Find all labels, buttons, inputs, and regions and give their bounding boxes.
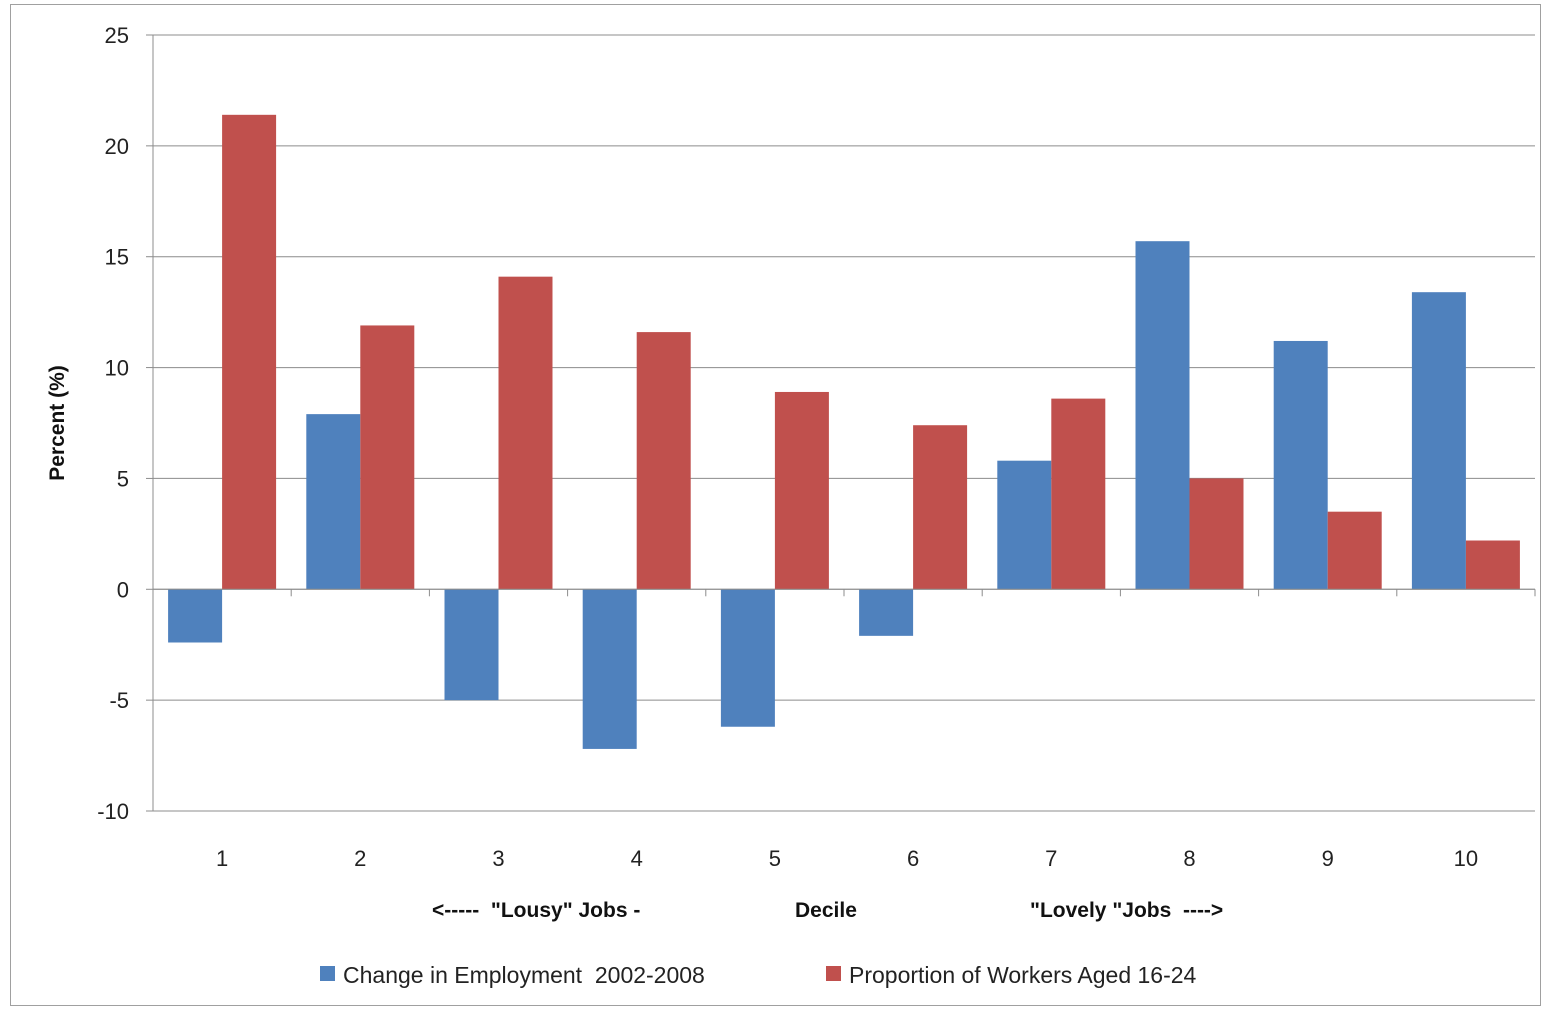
axes [146,34,1536,812]
x-tick-label-7: 7 [1045,846,1057,871]
bar-series2-decile-10 [1465,540,1520,590]
x-tick-labels: 1 2 3 4 5 6 7 8 9 10 [216,846,1478,871]
x-tick-label-4: 4 [631,846,643,871]
legend-item-employment: Change in Employment 2002-2008 [320,962,705,988]
bar-series2-decile-6 [913,425,968,590]
y-tick-label-10: 10 [105,356,129,381]
x-axis-label-lovely: "Lovely "Jobs ----> [1030,899,1223,922]
x-tick-label-10: 10 [1454,846,1478,871]
x-tick-label-9: 9 [1322,846,1334,871]
y-tick-labels: -10 -5 0 5 10 15 20 25 [97,23,129,824]
bar-series2-decile-7 [1051,398,1106,590]
bar-series2-decile-2 [360,325,415,590]
bar-series1-decile-6 [859,589,914,636]
legend-swatch-employment [320,966,335,981]
x-axis-label-lousy: <----- "Lousy" Jobs - [432,899,640,922]
x-tick-label-6: 6 [907,846,919,871]
bar-series1-decile-5 [720,589,775,727]
x-axis-label-decile: Decile [795,899,857,922]
y-tick-label-5: 5 [117,466,129,491]
bar-series2-decile-3 [498,276,553,590]
x-tick-label-5: 5 [769,846,781,871]
bar-series1-decile-2 [306,414,361,590]
bar-series1-decile-3 [444,589,499,701]
bar-series1-decile-10 [1411,292,1466,590]
y-tick-label-15: 15 [105,245,129,270]
x-tick-label-3: 3 [492,846,504,871]
bar-series2-decile-8 [1189,478,1244,590]
bar-series1-decile-7 [997,460,1052,590]
y-tick-label-25: 25 [105,23,129,48]
bar-series1-decile-9 [1273,340,1328,590]
x-tick-label-2: 2 [354,846,366,871]
bar-series2-decile-1 [222,114,277,590]
y-axis-label: Percent (%) [46,365,69,481]
bar-series2-decile-5 [774,391,829,590]
bars [168,114,1520,749]
legend: Change in Employment 2002-2008 Proportio… [320,962,1197,988]
y-tick-label--5: -5 [109,688,129,713]
legend-label-employment: Change in Employment 2002-2008 [343,962,705,988]
y-tick-label--10: -10 [97,799,129,824]
bar-series2-decile-9 [1327,511,1382,590]
bar-series1-decile-8 [1135,241,1190,590]
bar-series2-decile-4 [636,332,691,590]
legend-label-young-workers: Proportion of Workers Aged 16-24 [849,962,1197,988]
x-tick-label-8: 8 [1183,846,1195,871]
x-tick-label-1: 1 [216,846,228,871]
y-tick-label-0: 0 [117,577,129,602]
legend-swatch-young-workers [826,966,841,981]
bar-series1-decile-4 [582,589,637,749]
legend-item-young-workers: Proportion of Workers Aged 16-24 [826,962,1197,988]
y-tick-label-20: 20 [105,134,129,159]
bar-series1-decile-1 [168,589,223,643]
